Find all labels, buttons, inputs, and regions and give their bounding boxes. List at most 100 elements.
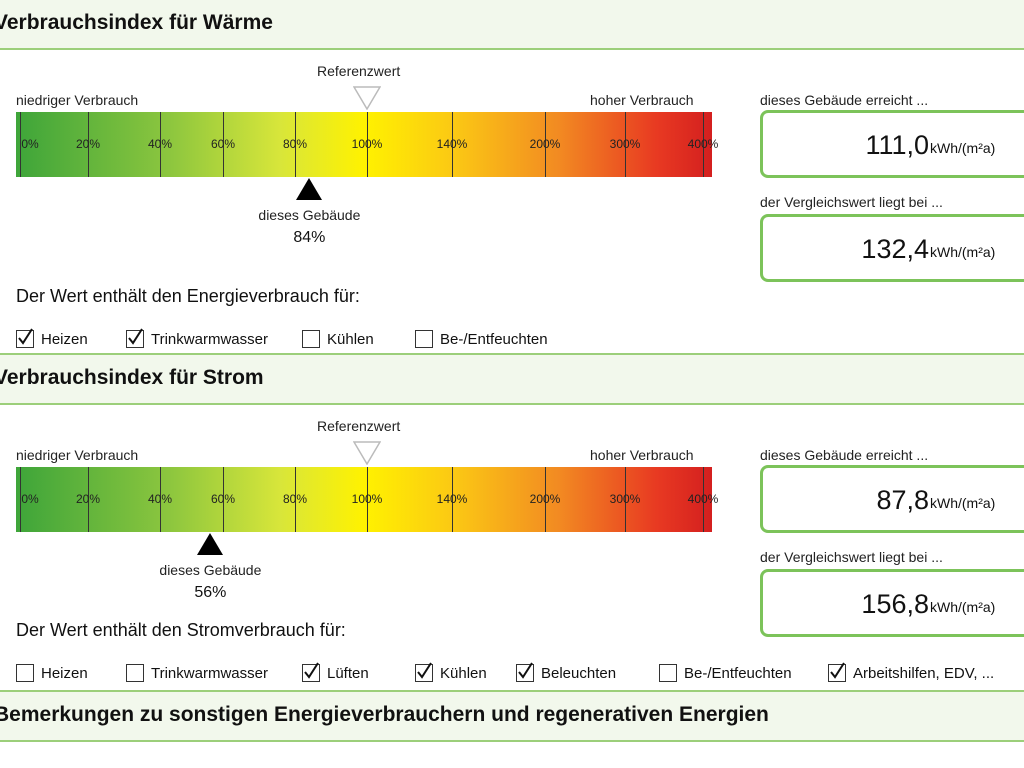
check-mark (18, 328, 33, 345)
scale-tick (20, 467, 21, 532)
scale-tick (625, 467, 626, 532)
scale-tick-label: 140% (436, 137, 468, 151)
scale-tick (160, 112, 161, 177)
check-mark (304, 662, 319, 679)
checkbox (828, 662, 846, 682)
result-box: 87,8 kWh/(m²a) (760, 465, 1024, 533)
scale-bar: 0% 20% 40% 60% 80% 100% 140% 200% 300% 400% (16, 467, 718, 532)
section-title: Bemerkungen zu sonstigen Energieverbrauc… (0, 703, 769, 726)
result-label: dieses Gebäude erreicht ... (760, 92, 929, 108)
reference-triangle (353, 86, 381, 110)
scale-tick-label: 140% (436, 492, 468, 506)
comparison-label: der Vergleichswert liegt bei ... (760, 549, 943, 565)
check-path (417, 662, 432, 679)
check-mark (518, 662, 533, 679)
comparison-label: der Vergleichswert liegt bei ... (760, 194, 943, 210)
section-header: Bemerkungen zu sonstigen Energieverbrauc… (0, 690, 1024, 742)
building-label: dieses Gebäude (258, 207, 361, 223)
check-path (128, 328, 143, 345)
building-marker (296, 178, 323, 200)
comparison-box: 156,8 kWh/(m²a) (760, 569, 1024, 637)
comparison-unit: kWh/(m²a) (930, 599, 996, 615)
reference-triangle (353, 441, 381, 465)
checkbox (516, 662, 534, 682)
checkbox-label: Arbeitshilfen, EDV, ... (853, 665, 995, 682)
check-path (304, 662, 319, 679)
checkbox (302, 662, 320, 682)
scale-tick (545, 467, 546, 532)
building-triangle (296, 178, 323, 200)
scale-tick (625, 112, 626, 177)
checkbox-label: Kühlen (440, 665, 487, 682)
reference-marker (353, 441, 381, 465)
scale-tick (367, 467, 368, 532)
scale-tick-label: 60% (210, 492, 236, 506)
scale-tick (223, 112, 224, 177)
section-title: Verbrauchsindex für Wärme (0, 11, 273, 34)
scale-tick-label: 200% (529, 492, 561, 506)
checkbox-label: Heizen (41, 331, 88, 348)
checkbox (16, 328, 34, 348)
checkbox (659, 664, 677, 682)
checkbox-label: Trinkwarmwasser (151, 665, 268, 682)
scale-tick-label: 0% (21, 137, 39, 151)
checkbox (126, 328, 144, 348)
scale-tick (295, 467, 296, 532)
building-percent: 56% (194, 584, 227, 601)
reference-marker (353, 86, 381, 110)
check-path (830, 662, 845, 679)
scale-tick-label: 100% (351, 492, 383, 506)
checkbox-label: Heizen (41, 665, 88, 682)
scale-tick (452, 467, 453, 532)
checkbox (16, 664, 34, 682)
scale-tick-label: 40% (147, 137, 173, 151)
comparison-box: 132,4 kWh/(m²a) (760, 214, 1024, 282)
scale-tick-label: 80% (282, 137, 308, 151)
scale-tick-label: 100% (351, 137, 383, 151)
check-mark (830, 662, 845, 679)
scale-tick (88, 112, 89, 177)
result-label: dieses Gebäude erreicht ... (760, 447, 929, 463)
comparison-value: 156,8 (861, 589, 929, 619)
reference-label: Referenzwert (317, 418, 401, 434)
checkbox-label: Beleuchten (541, 665, 617, 682)
result-unit: kWh/(m²a) (930, 495, 996, 511)
low-label: niedriger Verbrauch (16, 92, 139, 108)
scale-tick-label: 300% (609, 492, 641, 506)
scale-tick-label: 0% (21, 492, 39, 506)
building-percent: 84% (293, 229, 326, 246)
building-marker (197, 533, 224, 555)
scale-bar: 0% 20% 40% 60% 80% 100% 140% 200% 300% 400% (16, 112, 718, 177)
scale-tick-label: 400% (687, 492, 719, 506)
high-label: hoher Verbrauch (590, 92, 694, 108)
checkbox-label: Be-/Entfeuchten (440, 331, 548, 348)
scale-tick (223, 467, 224, 532)
checkbox-label: Trinkwarmwasser (151, 331, 268, 348)
comparison-unit: kWh/(m²a) (930, 244, 996, 260)
check-mark (417, 662, 432, 679)
scale-tick-label: 20% (75, 137, 101, 151)
scale-tick (452, 112, 453, 177)
result-value: 87,8 (876, 485, 929, 515)
scale-tick-label: 20% (75, 492, 101, 506)
checkbox (126, 664, 144, 682)
scale-tick (295, 112, 296, 177)
section-header: Verbrauchsindex für Wärme (0, 0, 1024, 50)
checkbox (415, 662, 433, 682)
scale-tick (88, 467, 89, 532)
checkbox-label: Lüften (327, 665, 369, 682)
scale-tick-label: 400% (687, 137, 719, 151)
includes-label: Der Wert enthält den Stromverbrauch für: (16, 620, 346, 640)
result-value: 111,0 (865, 130, 929, 160)
scale-tick-label: 200% (529, 137, 561, 151)
reference-label: Referenzwert (317, 63, 401, 79)
comparison-value: 132,4 (861, 234, 929, 264)
section-title: Verbrauchsindex für Strom (0, 366, 264, 389)
scale-tick (545, 112, 546, 177)
section-header: Verbrauchsindex für Strom (0, 353, 1024, 405)
check-path (518, 662, 533, 679)
low-label: niedriger Verbrauch (16, 447, 139, 463)
scale-tick-label: 80% (282, 492, 308, 506)
scale-tick-label: 300% (609, 137, 641, 151)
checkbox (302, 330, 320, 348)
